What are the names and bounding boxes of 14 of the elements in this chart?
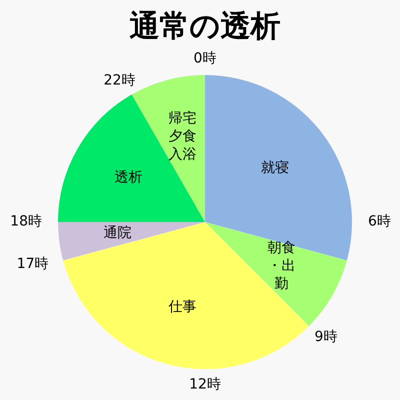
text: 17時 (16, 256, 49, 272)
slice-label: 朝食・出勤 (267, 240, 296, 292)
text: 0時 (194, 50, 216, 67)
chart-title: 通常の透析 (130, 8, 280, 44)
slice-label: 仕事 (167, 298, 196, 315)
text: 18時 (10, 214, 42, 230)
text: 12時 (189, 376, 221, 393)
slice-label: 通院 (104, 225, 132, 242)
text: 6時 (368, 214, 391, 230)
slice-label: 就寝 (261, 160, 290, 176)
text: 22時 (104, 72, 136, 88)
slice-label: 透析 (114, 169, 143, 186)
slice-label: 帰宅夕食入浴 (168, 110, 196, 162)
text: 9時 (314, 328, 338, 345)
